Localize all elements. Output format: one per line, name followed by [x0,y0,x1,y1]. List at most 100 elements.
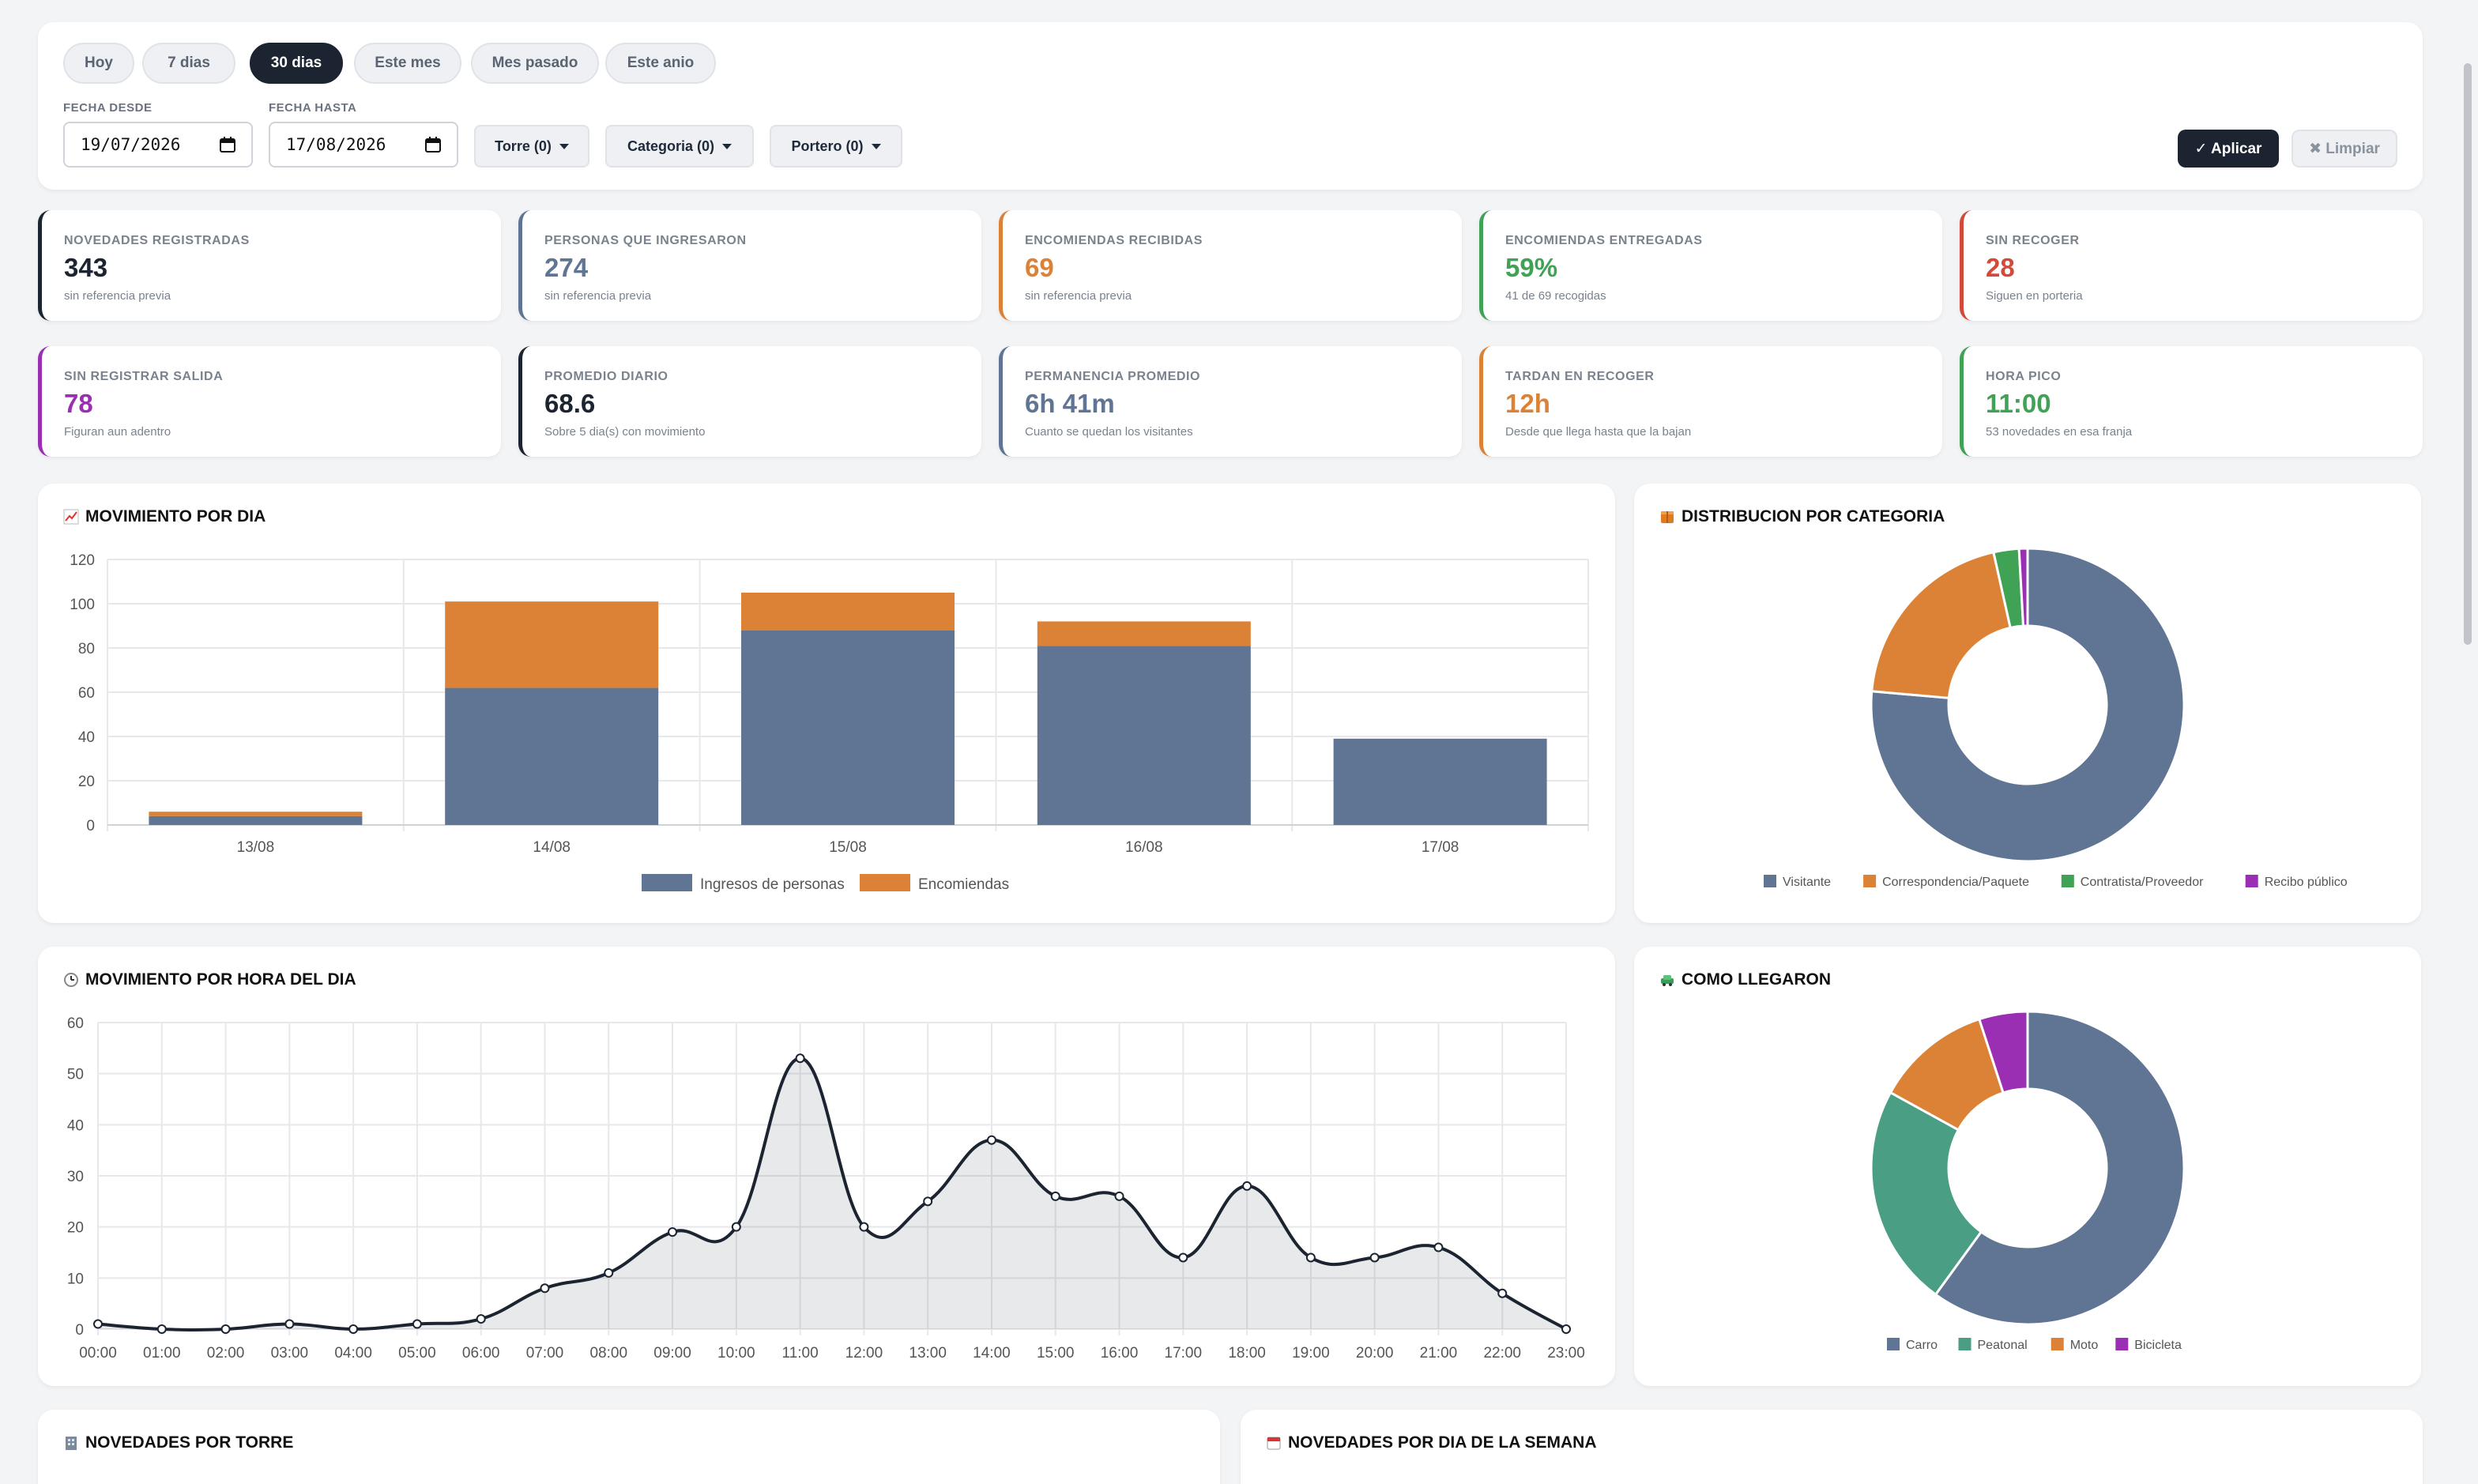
quick-range-chip[interactable]: Este anio [605,43,716,84]
kpi-label: NOVEDADES REGISTRADAS [64,234,250,247]
caret-down-icon [559,143,569,149]
quick-range-chip[interactable]: Este mes [354,43,461,84]
kpi-card: PROMEDIO DIARIO 68.6 Sobre 5 dia(s) con mo… [518,346,981,457]
data-point [1050,1191,1060,1201]
quick-range-chip[interactable]: Mes pasado [471,43,599,84]
donut-slice [1870,550,2012,699]
data-point [220,1324,231,1334]
page-scrollbar[interactable] [2464,63,2472,645]
kpi-card: TARDAN EN RECOGER 12h Desde que llega hast… [1479,346,1942,457]
y-tick-label: 80 [78,641,95,657]
legend-label: Carro [1906,1339,1938,1352]
kpi-subtext: sin referencia previa [544,289,652,303]
data-point [1497,1288,1508,1298]
category-dropdown[interactable]: Categoria (0) [605,125,754,168]
data-point [1433,1242,1444,1252]
kpi-subtext: Siguen en porteria [1986,289,2083,303]
data-point [93,1319,103,1329]
x-tick-label: 19:00 [1292,1345,1330,1362]
kpi-card: SIN REGISTRAR SALIDA 78 Figuran aun adentr… [38,346,501,457]
date-from-input[interactable]: 19/07/2026 [63,122,253,168]
chart-increasing-icon [63,509,79,525]
x-tick-label: 14/08 [533,839,571,856]
legend-label: Peatonal [1978,1339,2028,1352]
kpi-card: HORA PICO 11:00 53 novedades en esa franja [1960,346,2423,457]
x-tick-label: 17:00 [1165,1345,1203,1362]
legend-label: Visitante [1783,876,1831,889]
x-tick-label: 15:00 [1037,1345,1075,1362]
quick-range-chip[interactable]: Hoy [63,43,134,84]
data-point [731,1222,741,1232]
kpi-label: ENCOMIENDAS RECIBIDAS [1025,234,1203,247]
data-point [1561,1324,1571,1334]
date-to-input[interactable]: 17/08/2026 [269,122,458,168]
kpi-label: SIN REGISTRAR SALIDA [64,370,224,383]
kpi-card: PERMANENCIA PROMEDIO 6h 41m Cuanto se qued… [999,346,1462,457]
caret-down-icon [722,143,732,149]
y-tick-label: 50 [67,1067,84,1083]
kpi-value: 343 [64,253,108,282]
data-point [795,1053,805,1064]
kpi-label: ENCOMIENDAS ENTREGADAS [1505,234,1703,247]
kpi-label: HORA PICO [1986,370,2062,383]
legend-swatch [2051,1338,2064,1350]
bar-personas [149,815,363,825]
kpi-label: PROMEDIO DIARIO [544,370,668,383]
legend-label: Recibo público [2265,876,2348,889]
apply-button[interactable]: ✓ Aplicar [2178,130,2279,168]
clear-button[interactable]: ✖ Limpiar [2292,130,2397,168]
x-tick-label: 08:00 [589,1345,627,1362]
kpi-subtext: Cuanto se quedan los visitantes [1025,425,1193,439]
kpi-subtext: 53 novedades en esa franja [1986,425,2133,439]
legend-label: Ingresos de personas [700,876,845,893]
tower-dropdown[interactable]: Torre (0) [474,125,589,168]
legend-label: Bicicleta [2134,1339,2182,1352]
area-fill [98,1058,1566,1330]
x-tick-label: 18:00 [1228,1345,1266,1362]
kpi-subtext: Sobre 5 dia(s) con movimiento [544,425,706,439]
calendar-icon[interactable] [424,135,442,154]
hourly-area-chart: 0 10 20 30 40 50 60 00:00 01:00 02:00 03:00 04:00 05… [67,1015,1585,1362]
calendar-icon[interactable] [218,135,237,154]
x-tick-label: 12:00 [845,1345,883,1362]
arrival-donut-chart: Carro Peatonal Moto Bicicleta [1870,1010,2186,1352]
porter-dropdown[interactable]: Portero (0) [770,125,902,168]
hourly-movement-card: MOVIMIENTO POR HORA DEL DIA 0 10 20 30 40 50 6… [38,947,1615,1386]
date-from-label: FECHA DESDE [63,101,153,115]
quick-range-chip[interactable]: 7 dias [142,43,235,84]
series-line [97,1057,1567,1331]
data-point [1305,1252,1316,1263]
data-point [476,1314,486,1324]
data-point [1242,1181,1252,1191]
x-tick-label: 13:00 [909,1345,947,1362]
kpi-card: SIN RECOGER 28 Siguen en porteria [1960,210,2423,321]
legend-label: Correspondencia/Paquete [1882,876,2029,889]
weekday-title-text: NOVEDADES POR DIA DE LA SEMANA [1288,1433,1597,1452]
clock-icon [64,973,78,987]
x-tick-label: 21:00 [1420,1345,1458,1362]
legend-swatch [2061,875,2074,887]
kpi-value: 274 [544,253,589,282]
kpi-subtext: 41 de 69 recogidas [1505,289,1606,303]
kpi-card: ENCOMIENDAS RECIBIDAS 69 sin referencia pr… [999,210,1462,321]
kpi-value: 59% [1505,253,1558,282]
legend-swatch [1958,1338,1971,1350]
kpi-value: 78 [64,389,93,418]
kpi-label: TARDAN EN RECOGER [1505,370,1655,383]
legend-swatch [642,874,692,891]
package-icon [1661,511,1674,523]
date-to-label: FECHA HASTA [269,101,357,115]
kpi-value: 11:00 [1986,389,2051,418]
data-point [412,1319,422,1329]
y-tick-label: 60 [78,685,95,702]
bar-encomiendas [445,601,659,688]
quick-range-chip[interactable]: 30 dias [250,43,343,84]
x-tick-label: 22:00 [1483,1345,1521,1362]
data-point [284,1319,295,1329]
porter-dropdown-label: Portero (0) [791,137,864,154]
category-distribution-title-text: DISTRIBUCION POR CATEGORIA [1682,507,1945,525]
y-tick-label: 0 [86,818,95,834]
kpi-card: ENCOMIENDAS ENTREGADAS 59% 41 de 69 recogi… [1479,210,1942,321]
filter-bar: Hoy 7 dias 30 dias Este mes Mes pasado Este a… [38,22,2423,190]
x-tick-label: 00:00 [79,1345,117,1362]
